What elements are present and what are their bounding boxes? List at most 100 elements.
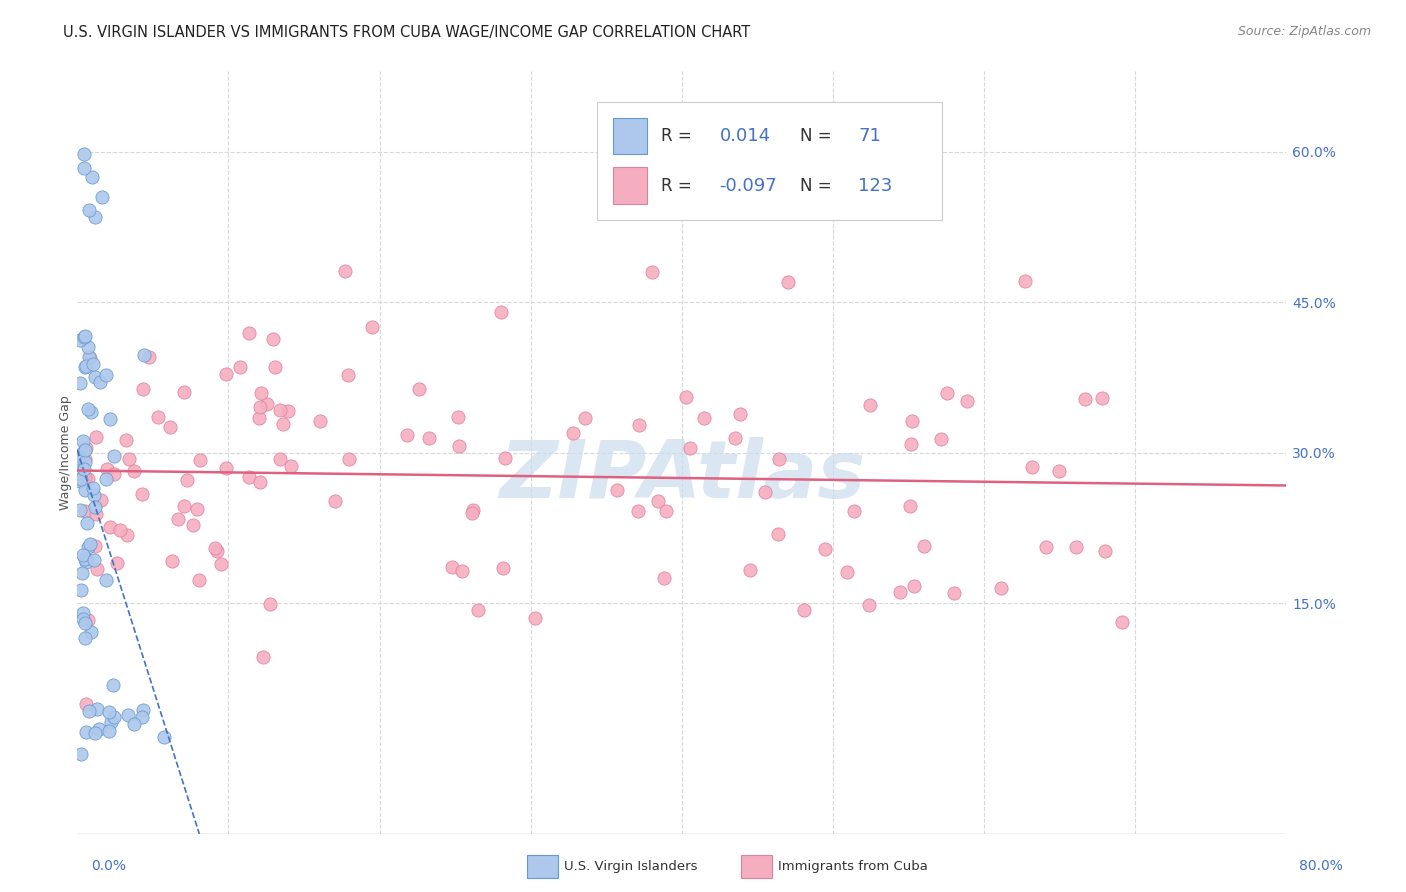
Point xyxy=(73,462,96,476)
Point xyxy=(859,398,882,412)
Point xyxy=(160,554,183,568)
Point xyxy=(90,190,112,204)
Point xyxy=(72,548,94,562)
Text: Immigrants from Cuba: Immigrants from Cuba xyxy=(778,860,928,872)
Point xyxy=(96,573,118,587)
Point xyxy=(122,464,145,478)
Point xyxy=(80,625,103,640)
Point xyxy=(249,475,271,489)
Text: 71: 71 xyxy=(859,128,882,145)
Point xyxy=(766,527,789,541)
Point xyxy=(69,333,91,347)
Text: U.S. Virgin Islanders: U.S. Virgin Islanders xyxy=(564,860,697,872)
Point xyxy=(96,368,118,382)
Point xyxy=(1064,540,1087,554)
Point xyxy=(73,146,96,161)
Text: U.S. VIRGIN ISLANDER VS IMMIGRANTS FROM CUBA WAGE/INCOME GAP CORRELATION CHART: U.S. VIRGIN ISLANDER VS IMMIGRANTS FROM … xyxy=(63,25,751,40)
Point xyxy=(122,716,145,731)
Point xyxy=(73,330,96,344)
Point xyxy=(693,411,716,425)
Point xyxy=(269,403,291,417)
Point xyxy=(82,169,104,184)
Point xyxy=(108,523,131,537)
Point xyxy=(105,556,128,570)
Point xyxy=(186,502,208,516)
Point xyxy=(73,161,96,175)
Point xyxy=(256,397,278,411)
Point xyxy=(1090,391,1112,405)
Point xyxy=(776,275,799,289)
Point xyxy=(77,340,100,354)
Point xyxy=(858,598,880,612)
Point xyxy=(101,678,124,692)
Point xyxy=(76,401,98,416)
Bar xyxy=(613,118,647,154)
Point xyxy=(492,560,515,574)
Point xyxy=(176,474,198,488)
Point xyxy=(77,613,100,627)
Point xyxy=(118,452,141,467)
Point xyxy=(132,382,155,396)
Point xyxy=(889,584,911,599)
Text: ZIPAtlas: ZIPAtlas xyxy=(499,436,865,515)
Point xyxy=(73,483,96,497)
FancyBboxPatch shape xyxy=(598,102,942,220)
Point xyxy=(259,598,281,612)
Point xyxy=(75,441,97,455)
Point xyxy=(447,409,470,424)
Point xyxy=(100,714,122,729)
Point xyxy=(159,419,181,434)
Point xyxy=(67,450,90,464)
Point xyxy=(84,370,107,384)
Point xyxy=(337,368,360,382)
Point xyxy=(72,434,94,448)
Point xyxy=(461,503,484,517)
Point xyxy=(75,556,97,570)
Point xyxy=(76,516,98,531)
Point xyxy=(153,730,176,744)
Point xyxy=(943,586,966,600)
Point xyxy=(90,492,112,507)
Point xyxy=(148,410,170,425)
Point xyxy=(903,579,925,593)
Point xyxy=(79,202,101,217)
Point xyxy=(69,376,91,391)
Point xyxy=(75,455,97,469)
Point xyxy=(117,707,139,722)
Point xyxy=(79,704,101,718)
Point xyxy=(77,540,100,554)
Point xyxy=(675,390,697,404)
Point xyxy=(277,403,299,417)
Point xyxy=(574,411,596,425)
Point xyxy=(188,452,211,467)
Point xyxy=(450,564,472,578)
Point xyxy=(98,723,121,738)
Point xyxy=(679,442,702,456)
Point xyxy=(335,264,357,278)
Point xyxy=(98,520,121,534)
Text: 80.0%: 80.0% xyxy=(1299,859,1343,873)
Point xyxy=(70,747,93,761)
Text: N =: N = xyxy=(800,177,838,194)
Point xyxy=(115,433,138,447)
Point xyxy=(83,552,105,566)
Point xyxy=(1014,274,1036,288)
Point xyxy=(249,400,271,414)
Point xyxy=(652,571,675,585)
Point xyxy=(724,430,747,444)
Point xyxy=(418,431,440,445)
Point xyxy=(990,581,1012,595)
Point xyxy=(238,470,260,484)
Point xyxy=(280,458,302,473)
Point xyxy=(69,502,91,516)
Point xyxy=(738,563,761,577)
Point xyxy=(80,405,103,419)
Point xyxy=(768,451,790,466)
Point xyxy=(66,451,89,466)
Point xyxy=(441,559,464,574)
Point xyxy=(84,210,107,224)
Point xyxy=(98,705,121,719)
Point xyxy=(898,500,921,514)
Point xyxy=(1035,540,1057,554)
Point xyxy=(187,573,209,587)
